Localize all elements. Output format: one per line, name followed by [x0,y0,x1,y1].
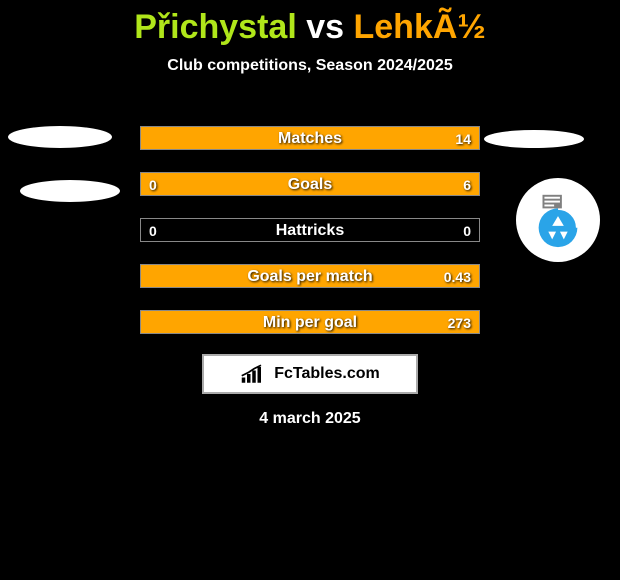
stat-label: Min per goal [141,311,479,333]
stat-label: Hattricks [141,219,479,241]
date-text: 4 march 2025 [0,410,620,428]
stat-label: Goals per match [141,265,479,287]
stat-row-goals: Goals0 6 [140,172,480,196]
stat-value-player2: 0.43 [444,265,471,287]
player1-badge-oval-1 [8,126,112,148]
player2-name: LehkÃ½ [354,8,486,46]
brand-box[interactable]: FcTables.com [202,354,418,394]
stat-row-goals-per-match: Goals per match0.43 [140,264,480,288]
stat-value-player2: 273 [448,311,471,333]
stat-label: Matches [141,127,479,149]
stats-bars: Matches14Goals06Hattricks00Goals per mat… [140,126,480,356]
bar-chart-icon [240,363,268,385]
stat-row-min-per-goal: Min per goal273 [140,310,480,334]
player2-badge-oval [484,130,584,148]
stat-row-matches: Matches14 [140,126,480,150]
player2-club-badge [516,178,600,262]
player1-badge-oval-2 [20,180,120,202]
stat-value-player2: 14 [455,127,471,149]
stat-value-player2: 0 [463,219,471,241]
stat-value-player1: 0 [149,173,157,195]
subtitle: Club competitions, Season 2024/2025 [0,57,620,75]
player1-name: Přichystal [134,8,297,46]
club-crest-icon [527,189,589,251]
infographic-root: Přichystal vs LehkÃ½ Club competitions, … [0,0,620,580]
stat-row-hattricks: Hattricks0 0 [140,218,480,242]
brand-text: FcTables.com [274,365,380,383]
page-title: Přichystal vs LehkÃ½ [0,0,620,47]
stat-value-player2: 6 [463,173,471,195]
stat-value-player1: 0 [149,219,157,241]
stat-label: Goals [141,173,479,195]
vs-separator: vs [306,8,344,46]
